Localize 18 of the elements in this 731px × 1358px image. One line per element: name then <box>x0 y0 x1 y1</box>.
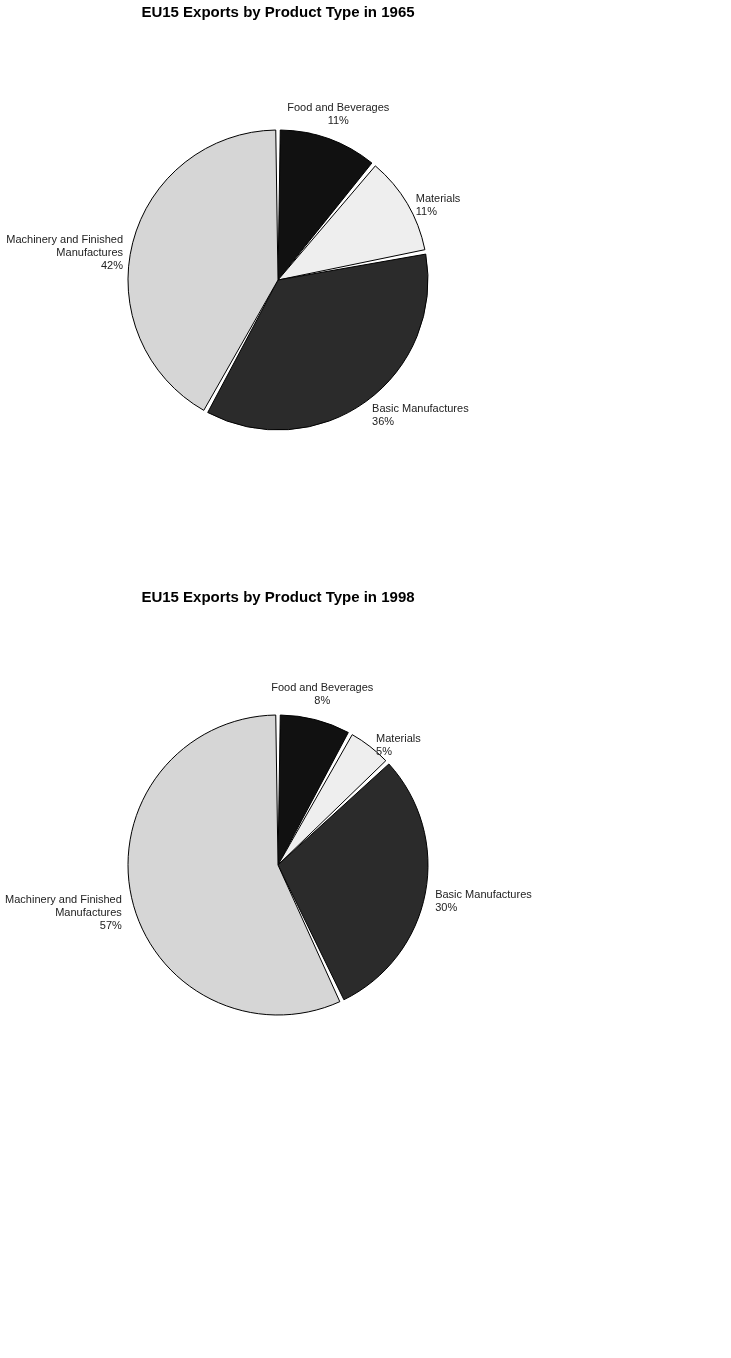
chart-title: EU15 Exports by Product Type in 1998 <box>141 588 415 605</box>
data-label: 57% <box>99 918 123 931</box>
slice-label: Materials <box>415 191 461 204</box>
slice-label: Basic Manufactures <box>435 887 533 900</box>
slice-label: Machinery and Finished Manufactures <box>5 892 123 918</box>
slice-label: Materials <box>376 731 422 744</box>
slice-label: Basic Manufactures <box>372 402 470 415</box>
slice-label: Machinery and Finished Manufactures <box>6 233 124 259</box>
data-label: 8% <box>314 693 331 706</box>
data-label: 5% <box>376 744 393 757</box>
data-label: 11% <box>415 204 438 217</box>
data-label: 36% <box>372 415 395 428</box>
data-label: 11% <box>327 113 350 126</box>
chart-title: EU15 Exports by Product Type in 1965 <box>141 3 415 20</box>
slice-label: Food and Beverages <box>287 100 390 113</box>
slice-label: Food and Beverages <box>271 680 374 693</box>
data-label: 42% <box>101 259 124 272</box>
data-label: 30% <box>435 900 458 913</box>
